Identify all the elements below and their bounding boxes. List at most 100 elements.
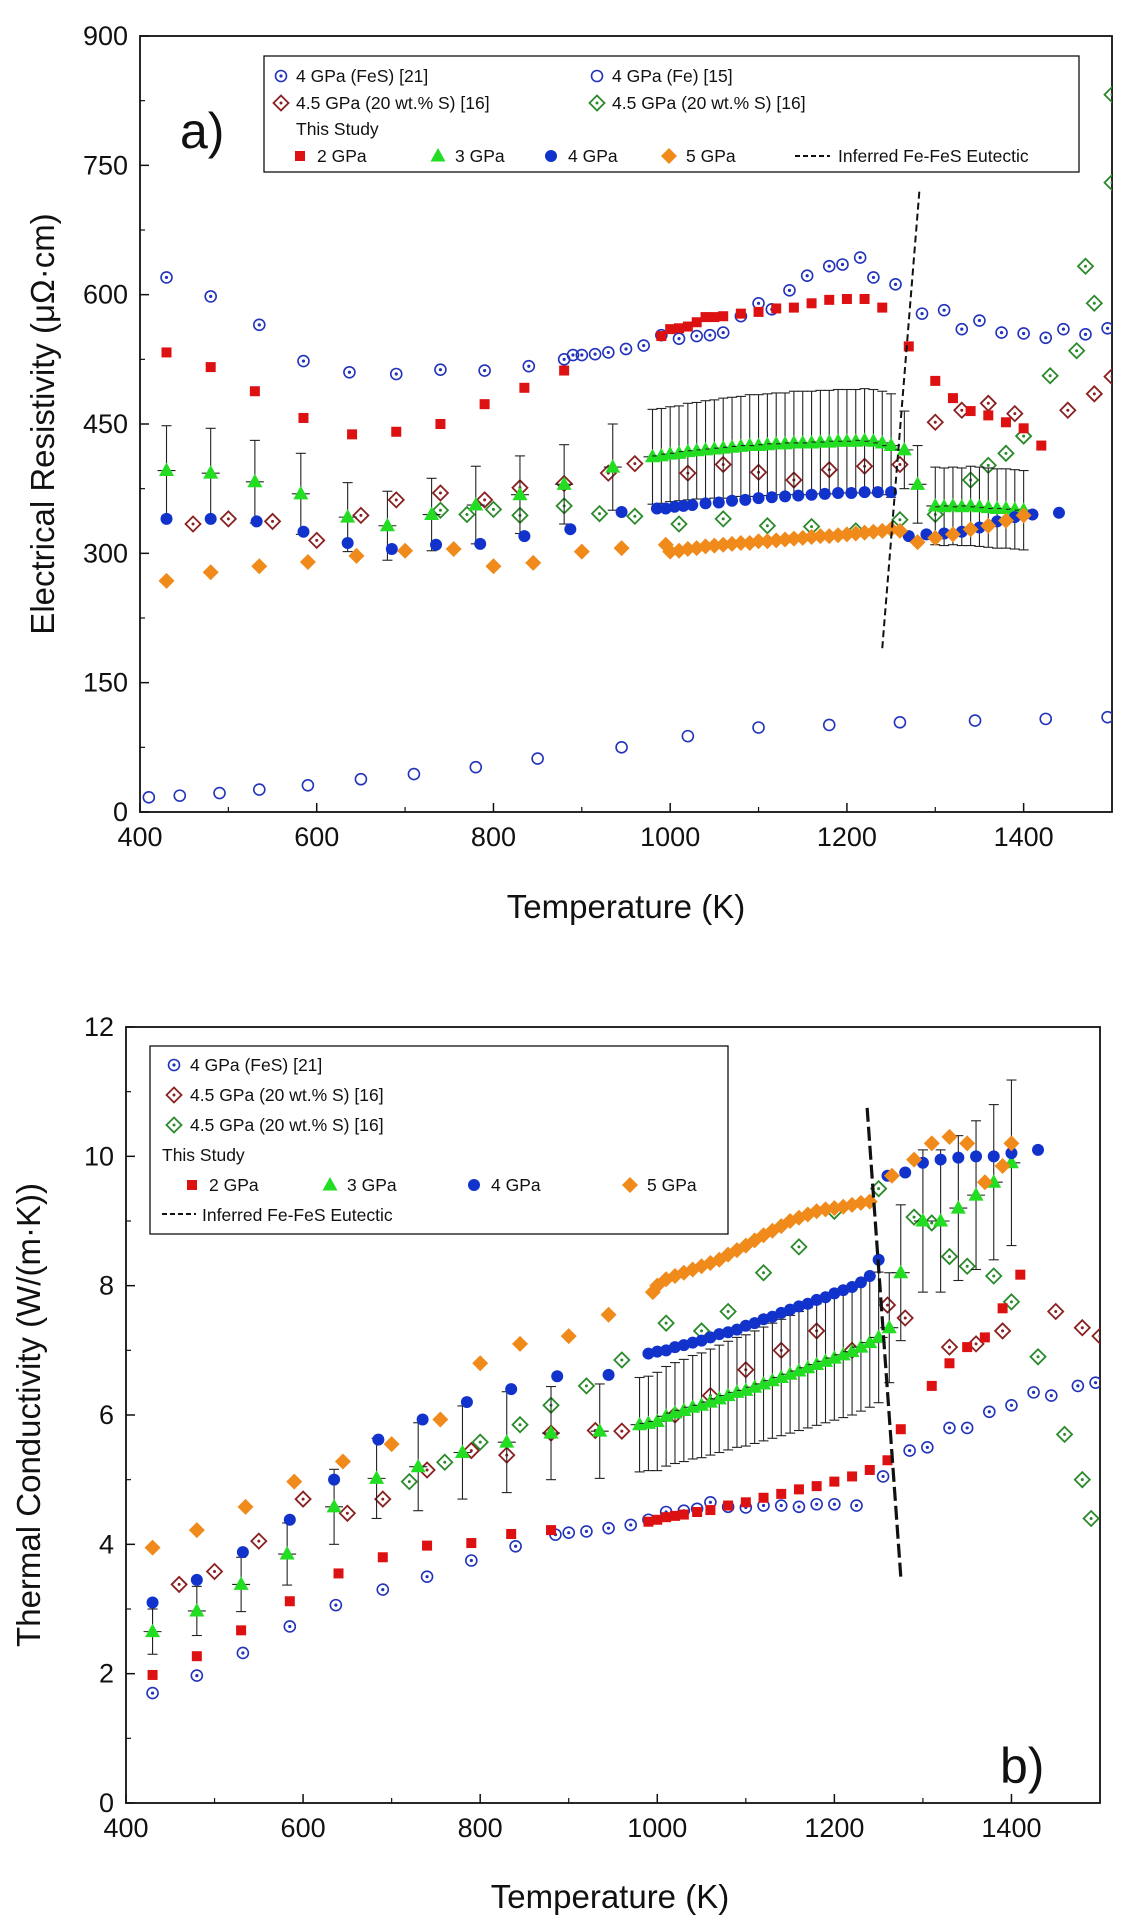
panel-b-y-tick-label: 10: [84, 1141, 114, 1171]
panel-b-s4-point: [146, 1596, 159, 1609]
panel-a-fes21-point: [478, 364, 491, 377]
panel-a-s5-point: [1015, 507, 1032, 524]
panel-a-s3-point: [468, 497, 484, 511]
panel-a-legend-marker-s2: [295, 151, 305, 161]
panel-b-fes21-point: [943, 1421, 956, 1435]
panel-b-fes16_red-point: [993, 1322, 1012, 1340]
panel-b-s4-point: [1005, 1147, 1018, 1160]
panel-b-s3-point: [649, 1413, 665, 1427]
panel-b-s2-point: [829, 1476, 840, 1487]
panel-a-fes21-point: [160, 271, 173, 284]
panel-b-legend-markers: [165, 1058, 638, 1193]
panel-b-s4-point: [651, 1345, 664, 1358]
panel-a-fes16_green-point: [458, 505, 476, 524]
panel-b-s2-point: [740, 1497, 751, 1508]
panel-a-s3-point: [293, 485, 309, 500]
panel-b-s3-point: [233, 1576, 249, 1590]
panel-b-s4-point: [505, 1383, 518, 1396]
panel-b-fes16_green-point: [1029, 1348, 1047, 1366]
panel-b-fes21-point: [562, 1526, 576, 1539]
panel-b-y-tick-label: 2: [99, 1659, 114, 1689]
panel-a-s4-point: [474, 537, 487, 550]
panel-a-fe15-point: [213, 786, 226, 800]
panel-b-fes21-point: [983, 1405, 996, 1419]
panel-b-s5-point: [286, 1473, 303, 1490]
panel-b-thermal-conductivity: 400 600 800 1000 1200 1400 0 2 4 6 8 10 12 Temperatu…: [10, 1012, 1101, 1915]
panel-a-fes16_green-point: [670, 515, 688, 533]
panel-b-fes21-point: [420, 1570, 434, 1583]
panel-b-fes21-point: [903, 1444, 916, 1457]
panel-a-s3-point: [883, 437, 899, 452]
panel-b-label: b): [1000, 1738, 1044, 1794]
panel-a-s2-point: [391, 426, 402, 437]
panel-a-s4-point: [250, 515, 263, 528]
panel-b-legend: 4 GPa (FeS) [21] 4.5 GPa (20 wt.% S) [16…: [149, 1045, 729, 1235]
panel-a-fes21-point: [343, 365, 356, 379]
panel-b-s5-point: [188, 1522, 205, 1539]
panel-b-fes16_red-point: [1091, 1327, 1100, 1345]
panel-b-s4-point: [1032, 1143, 1045, 1156]
panel-a-s5-point: [525, 554, 542, 571]
panel-b-s4-point: [854, 1276, 867, 1289]
panel-b-legend-marker-s4: [468, 1179, 480, 1191]
panel-b-legend-marker-fes16_green: [165, 1116, 183, 1134]
panel-b-s4-point: [934, 1153, 947, 1166]
panel-b-legend-fes21: 4 GPa (FeS) [21]: [190, 1055, 322, 1075]
panel-b-fes16_red-point: [462, 1441, 481, 1460]
panel-b-s2-point: [466, 1538, 477, 1549]
panel-b-fes21-point: [283, 1620, 297, 1633]
panel-a-y-tick-label: 900: [83, 21, 128, 51]
panel-b-s4-point: [328, 1473, 341, 1486]
panel-b-s2-point: [793, 1484, 804, 1495]
panel-a-fes16_red-point: [1006, 404, 1024, 423]
panel-b-fes21-point: [1027, 1386, 1040, 1399]
panel-b-fes16_green-point: [577, 1377, 596, 1395]
panel-b-ticks: 400 600 800 1000 1200 1400 0 2 4 6 8 10 12: [84, 1012, 1042, 1843]
panel-b-fes16_red-point: [896, 1309, 914, 1327]
panel-b-fes16_green-point: [940, 1247, 959, 1266]
panel-a-fe15-point: [752, 721, 765, 734]
panel-a-legend-fes16-red: 4.5 GPa (20 wt.% S) [16]: [296, 93, 490, 113]
panel-b-x-tick-label: 400: [103, 1813, 148, 1843]
panel-b-fes16_green-point: [1055, 1425, 1074, 1444]
panel-a-fes21-point: [389, 367, 403, 381]
panel-a-s4-point: [677, 499, 690, 512]
panel-a-s3-point: [247, 473, 263, 488]
panel-a-legend-marker-s3: [430, 148, 446, 162]
panel-a-fes21-point: [297, 354, 310, 368]
panel-b-s3-point: [189, 1602, 205, 1617]
panel-a-data-points: [142, 85, 1112, 804]
panel-a-fes21-point: [783, 284, 796, 297]
panel-b-s3-point: [893, 1264, 909, 1279]
panel-a-fe15-point: [1101, 710, 1112, 724]
panel-a-fes21-point: [566, 348, 580, 362]
panel-a-fe15-point: [301, 778, 315, 792]
panel-b-s4-point: [416, 1413, 429, 1426]
panel-a-s2-point: [877, 302, 888, 313]
panel-b-s2-point: [811, 1481, 822, 1492]
panel-a-legend-eutectic: Inferred Fe-FeS Eutectic: [838, 146, 1029, 166]
panel-b-fes21-point: [1045, 1389, 1058, 1402]
panel-a-y-tick-label: 150: [83, 668, 128, 698]
panel-a-x-axis-title: Temperature (K): [507, 888, 745, 925]
panel-a-fe15-point: [893, 716, 907, 729]
panel-a-s5-point: [962, 521, 979, 538]
panel-a-fe15-point: [142, 791, 156, 804]
panel-b-fes16_green-point: [471, 1433, 489, 1451]
panel-a-s4-point: [385, 543, 398, 556]
panel-a-fes21-point: [690, 329, 703, 343]
panel-b-s3-point: [853, 1339, 869, 1353]
panel-b-series-s2: [147, 1269, 1026, 1680]
panel-a-fes16_green-point: [626, 507, 644, 526]
panel-a-fes21-point: [889, 278, 902, 291]
panel-a-s4-point: [858, 486, 871, 499]
panel-b-s3-point: [145, 1623, 161, 1638]
panel-a-s2-point: [674, 323, 685, 334]
panel-a-s2-point: [161, 347, 172, 358]
panel-a-s4-point: [805, 488, 818, 501]
panel-a-s2-point: [700, 312, 711, 323]
panel-a-s4-point: [668, 500, 681, 513]
panel-a-s2-point: [753, 306, 764, 317]
panel-a-label: a): [180, 103, 224, 159]
panel-a-x-tick-label: 800: [471, 822, 516, 852]
